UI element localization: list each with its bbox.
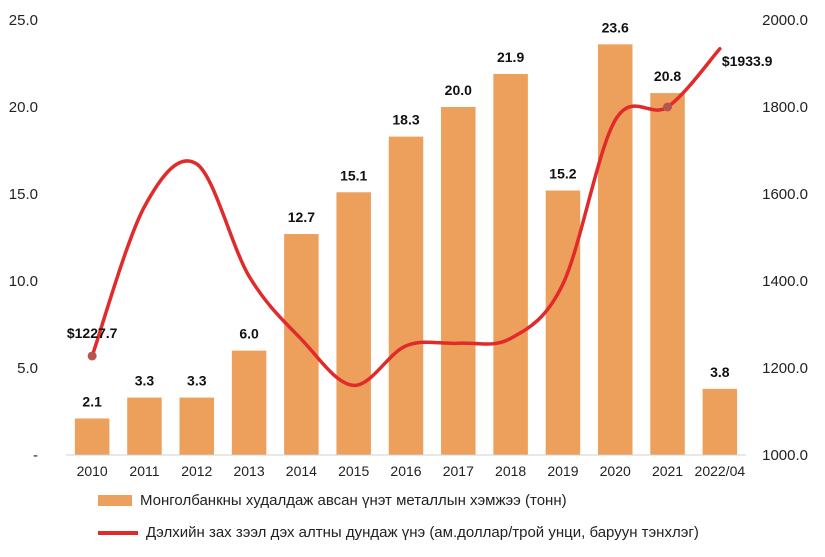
left-axis-tick-label: 15.0 [9, 186, 38, 203]
bar [179, 397, 215, 455]
bar [650, 93, 685, 455]
legend-item-line: Дэлхийн зах зээл дэх алтны дундаж үнэ (а… [98, 524, 699, 541]
line-point-label: $1933.9 [722, 53, 773, 69]
x-axis-tick-label: 2012 [181, 463, 212, 479]
right-axis: 1000.0 1200.0 1400.0 1600.0 1800.0 2000.0 [762, 12, 808, 464]
left-axis-tick-label: 25.0 [9, 12, 38, 29]
bar-data-label: 3.3 [187, 373, 207, 389]
bar-data-label: 20.0 [445, 82, 472, 98]
bar [74, 418, 110, 455]
bar-data-label: 6.0 [239, 326, 259, 342]
legend-bar-swatch [98, 495, 132, 506]
line-point-label: $1227.7 [67, 325, 118, 341]
right-axis-tick-label: 1000.0 [762, 447, 808, 464]
bar-data-labels: 2.1 3.3 3.3 6.0 12.7 15.1 18.3 20.0 21.9 15.2 23.6… [82, 19, 729, 409]
x-axis-tick-label: 2013 [233, 463, 264, 479]
bar [388, 136, 424, 455]
bar-series [74, 44, 738, 456]
bar [231, 350, 267, 455]
legend-label-line: Дэлхийн зах зээл дэх алтны дундаж үнэ (а… [146, 524, 699, 541]
bar-data-label: 3.3 [135, 373, 155, 389]
x-axis-tick-label: 2017 [443, 463, 474, 479]
x-axis-tick-label: 2016 [390, 463, 421, 479]
x-axis-tick-label: 2011 [129, 463, 159, 479]
legend-item-bar: Монголбанкны худалдаж авсан үнэт металлы… [98, 492, 567, 509]
bar-data-label: 23.6 [602, 19, 629, 35]
x-axis: 2010 2011 2012 2013 2014 2015 2016 2017 2018 2019… [66, 454, 746, 479]
left-axis-tick-label: - [33, 447, 38, 464]
line-point-marker [87, 351, 97, 361]
bar [441, 107, 476, 455]
legend-line-swatch [98, 530, 138, 535]
right-axis-tick-label: 1200.0 [762, 360, 808, 377]
left-axis-tick-label: 20.0 [9, 99, 38, 116]
bar-data-label: 20.8 [654, 68, 681, 84]
bar-data-label: 3.8 [710, 364, 730, 380]
x-axis-tick-label: 2022/04 [695, 463, 746, 479]
x-axis-tick-label: 2019 [547, 463, 578, 479]
bar-data-label: 18.3 [392, 112, 419, 128]
x-axis-tick-label: 2021 [652, 463, 683, 479]
left-axis-tick-label: 10.0 [9, 273, 38, 290]
bar [702, 388, 738, 455]
bar-data-label: 15.2 [549, 166, 576, 182]
bar-data-label: 15.1 [340, 167, 367, 183]
left-axis-tick-label: 5.0 [17, 360, 38, 377]
line-series: $1227.7 $1933.9 [67, 47, 773, 388]
bar-data-label: 21.9 [497, 49, 524, 65]
x-axis-tick-label: 2014 [286, 463, 317, 479]
bar [493, 73, 528, 455]
legend-label-bar: Монголбанкны худалдаж авсан үнэт металлы… [140, 492, 567, 509]
gold-price-line [90, 47, 722, 388]
bar [336, 192, 371, 455]
x-axis-tick-label: 2010 [77, 463, 108, 479]
bar [284, 234, 319, 455]
bar [545, 190, 581, 455]
x-axis-tick-label: 2015 [338, 463, 369, 479]
bar-data-label: 12.7 [288, 209, 315, 225]
line-point-marker [663, 102, 673, 112]
x-axis-tick-label: 2020 [600, 463, 631, 479]
right-axis-tick-label: 1600.0 [762, 186, 808, 203]
right-axis-tick-label: 2000.0 [762, 12, 808, 29]
right-axis-tick-label: 1400.0 [762, 273, 808, 290]
bar [127, 397, 162, 455]
bar-data-label: 2.1 [82, 393, 102, 409]
x-axis-tick-label: 2018 [495, 463, 526, 479]
right-axis-tick-label: 1800.0 [762, 99, 808, 116]
left-axis: - 5.0 10.0 15.0 20.0 25.0 [9, 12, 38, 464]
bar [597, 44, 633, 456]
